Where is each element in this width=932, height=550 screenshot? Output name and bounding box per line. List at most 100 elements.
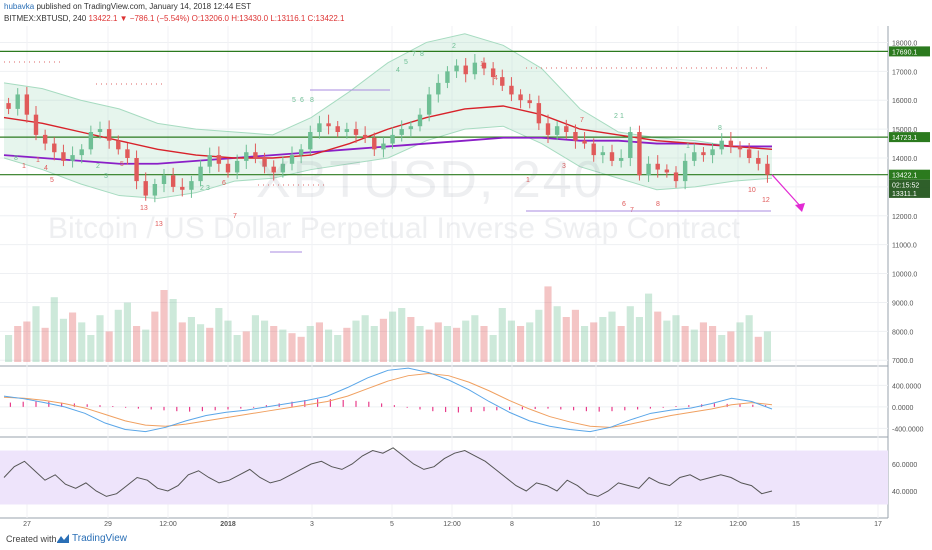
sequence-count: 1: [36, 157, 40, 164]
candle-body: [234, 160, 240, 173]
volume-bar: [96, 315, 104, 362]
candle-body: [628, 132, 633, 158]
volume-bar: [663, 320, 671, 362]
candle-body: [646, 163, 651, 176]
sequence-count: 2: [452, 43, 456, 50]
candle-body: [61, 152, 66, 161]
price-flag: [889, 179, 930, 190]
sequence-count: 3: [562, 163, 566, 170]
price-flag-label: 13311.1: [892, 191, 917, 198]
candle-body: [390, 134, 395, 144]
candle-body: [207, 155, 212, 167]
volume-bar: [389, 311, 397, 362]
price-tick-label: 9000.0: [892, 300, 914, 307]
candle-body: [362, 134, 368, 138]
sequence-count: 4: [396, 67, 400, 74]
candle-body: [244, 152, 249, 161]
sequence-count: 8: [718, 125, 722, 132]
candle-body: [509, 85, 514, 95]
candle-body: [125, 149, 130, 158]
volume-bar: [14, 326, 22, 362]
author-link[interactable]: hubavka: [4, 2, 35, 11]
volume-bar: [718, 335, 726, 362]
bollinger-band-layer: [3, 33, 773, 199]
volume-bar: [242, 331, 250, 362]
volume-bar: [361, 315, 369, 362]
candle-body: [582, 140, 587, 144]
candle-body: [298, 149, 304, 156]
sequence-count: 12: [762, 197, 770, 204]
volume-bar: [526, 322, 534, 362]
volume-bar: [727, 331, 735, 362]
rsi-tick-label: 60.0000: [892, 462, 917, 469]
candle-body: [472, 62, 478, 75]
time-tick-label: 12:00: [729, 521, 747, 528]
sequence-count: 13: [155, 221, 163, 228]
candle-body: [591, 143, 596, 156]
sequence-count: 6: [300, 97, 304, 104]
sequence-count: 7: [233, 213, 237, 220]
candle-body: [573, 132, 578, 141]
symbol-label: BITMEX:XBTUSD, 240: [4, 14, 87, 23]
sequence-count: 5: [404, 59, 408, 66]
volume-bar: [297, 336, 305, 362]
grid-lines: [0, 26, 889, 519]
candle-body: [701, 152, 706, 156]
sequence-count: 2: [200, 185, 204, 192]
volume-bar: [78, 322, 86, 362]
candle-body: [765, 163, 770, 175]
volume-bar: [425, 329, 433, 362]
candle-body: [216, 155, 222, 164]
candle-body: [673, 172, 679, 182]
candle-body: [6, 103, 11, 109]
volume-bar: [352, 320, 360, 362]
candle-body: [536, 103, 542, 124]
volume-bar: [571, 309, 579, 362]
sequence-count: 7: [412, 51, 416, 58]
time-tick-label: 8: [510, 521, 514, 528]
candle-body: [79, 149, 84, 156]
volume-bar: [178, 322, 186, 362]
price-flag-label: 02:15:52: [892, 183, 919, 190]
price-tick-label: 12000.0: [892, 214, 917, 221]
macd-tick-label: -400.0000: [892, 426, 924, 433]
price-tick-label: 15000.0: [892, 127, 917, 134]
moving-average-layer: [3, 105, 773, 165]
price-tick-label: 11000.0: [892, 243, 917, 250]
price-tick-label: 10000.0: [892, 272, 917, 279]
volume-bar: [142, 329, 150, 362]
sequence-count: 4: [494, 75, 498, 82]
volume-bar: [654, 311, 662, 362]
volume-bar: [544, 286, 552, 362]
volume-bar: [169, 299, 177, 362]
candle-body: [88, 132, 94, 150]
volume-bar: [709, 326, 717, 362]
volume-bar: [224, 320, 232, 362]
candle-body: [106, 129, 112, 141]
volume-bar: [315, 322, 323, 362]
sequence-count: 1: [22, 163, 26, 170]
volume-bar: [590, 322, 598, 362]
volume-bar: [59, 318, 67, 362]
volume-bar: [535, 309, 543, 362]
candle-body: [463, 65, 468, 75]
tradingview-brand[interactable]: TradingView: [72, 533, 128, 544]
candle-body: [655, 163, 660, 170]
candle-body: [408, 126, 414, 130]
volume-bar: [233, 335, 241, 362]
candle-body: [618, 158, 624, 161]
candle-body: [353, 129, 359, 135]
candles-layer: [6, 54, 770, 203]
candle-body: [545, 123, 551, 135]
sequence-count: 1: [620, 113, 624, 120]
candle-body: [481, 62, 487, 69]
candle-body: [33, 114, 39, 135]
volume-bar: [480, 326, 488, 362]
sequence-count: 3: [104, 173, 108, 180]
candle-body: [436, 82, 441, 95]
price-flag-label: 13422.1: [892, 173, 917, 180]
volume-bar: [471, 315, 479, 362]
volume-bar: [690, 329, 698, 362]
axis-layer: 7000.0 8000.0 9000.0 10000.0 11000.0 12000.0 1…: [23, 40, 930, 528]
macd-tick-label: 0.0000: [892, 405, 914, 412]
